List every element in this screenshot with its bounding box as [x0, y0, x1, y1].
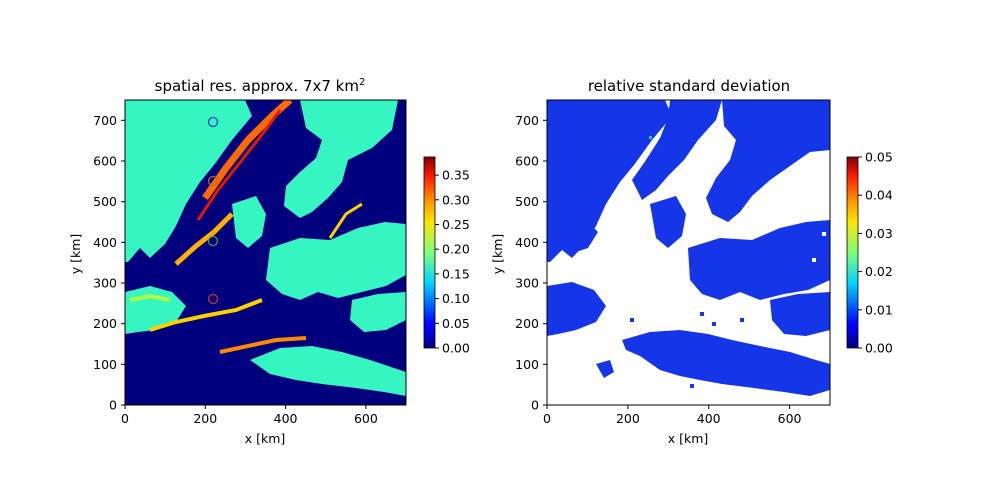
left-field-upper-left — [125, 100, 252, 262]
right-y-tick-label: 100 — [515, 357, 539, 372]
right-colorbar-tick-label: 0.00 — [865, 341, 893, 356]
right-field-mid-left — [558, 218, 598, 254]
right-field-mid-strip — [650, 196, 686, 248]
left-colorbar-tick-label: 0.05 — [442, 316, 470, 331]
left-marker-1 — [207, 116, 219, 128]
right-x-axis-label: x [km] — [668, 431, 709, 446]
left-colorbar-tick-label: 0.10 — [442, 291, 470, 306]
right-colorbar-tick-label: 0.02 — [865, 264, 893, 279]
left-y-tick-label: 500 — [93, 194, 117, 209]
left-x-axis: 0 200 400 600 x [km] — [121, 405, 378, 446]
right-y-tick-label: 500 — [515, 194, 539, 209]
left-ridge-lower — [149, 298, 263, 332]
left-ridge-yellow — [174, 212, 234, 266]
right-outlier-speck — [649, 136, 652, 139]
left-y-tick-label: 0 — [109, 398, 117, 413]
left-plot-title: spatial res. approx. 7x7 km2 — [155, 77, 366, 95]
right-plot-title: relative standard deviation — [588, 77, 790, 95]
right-x-tick-label: 0 — [543, 411, 551, 426]
left-y-tick-label: 400 — [93, 235, 117, 250]
left-ridge-red — [196, 109, 282, 221]
right-y-tick-label: 200 — [515, 316, 539, 331]
right-field-upper-right — [706, 100, 830, 222]
left-y-tick-label: 100 — [93, 357, 117, 372]
left-colorbar-tick-label: 0.00 — [442, 341, 470, 356]
left-heatmap — [124, 99, 407, 406]
left-marker-3 — [207, 235, 219, 247]
right-field-right-lower — [770, 292, 830, 336]
right-field-bottom-middle — [622, 330, 830, 396]
right-colorbar-tick-label: 0.05 — [865, 150, 893, 165]
left-y-tick-label: 600 — [93, 154, 117, 169]
right-heatmap — [546, 99, 831, 406]
left-field-right-middle — [266, 222, 406, 300]
right-y-tick-label: 400 — [515, 235, 539, 250]
right-x-axis: 0 200 400 600 x [km] — [543, 405, 802, 446]
right-colorbar: 0.00 0.01 0.02 0.03 0.04 0.05 — [846, 150, 893, 356]
left-colorbar: 0.00 0.05 0.10 0.15 0.20 0.25 0.30 0.35 — [423, 156, 470, 356]
right-colorbar-tick-label: 0.03 — [865, 226, 893, 241]
left-field-bottom-right — [250, 346, 406, 396]
right-x-tick-label: 200 — [616, 411, 640, 426]
left-ridge-right — [328, 202, 363, 239]
left-marker-4 — [207, 293, 219, 305]
left-field-right-lower — [350, 292, 406, 332]
right-colorbar-tick-label: 0.01 — [865, 302, 893, 317]
right-field-right-middle — [688, 220, 830, 300]
left-y-tick-label: 700 — [93, 113, 117, 128]
left-colorbar-tick-label: 0.30 — [442, 192, 470, 207]
left-marker-2 — [207, 175, 219, 187]
left-x-tick-label: 600 — [354, 411, 378, 426]
right-axes-frame — [546, 99, 831, 406]
left-y-axis-label: y [km] — [68, 234, 83, 275]
right-y-tick-label: 0 — [531, 398, 539, 413]
left-colorbar-tick-label: 0.15 — [442, 266, 470, 281]
left-y-axis: 0 100 200 300 400 500 600 700 y [km] — [68, 113, 125, 413]
right-field-upper-middle — [632, 100, 722, 200]
right-y-axis: 0 100 200 300 400 500 600 700 y [km] — [490, 113, 547, 413]
left-colorbar-tick-label: 0.20 — [442, 242, 470, 257]
right-colorbar-gradient — [846, 156, 859, 349]
left-field-mid-strip — [232, 196, 266, 248]
right-colorbar-tick-label: 0.04 — [865, 188, 893, 203]
right-x-tick-label: 600 — [778, 411, 802, 426]
right-field-left-low — [547, 282, 606, 336]
right-y-tick-label: 700 — [515, 113, 539, 128]
left-x-axis-label: x [km] — [245, 431, 286, 446]
right-y-axis-label: y [km] — [490, 234, 505, 275]
left-x-tick-label: 200 — [193, 411, 217, 426]
left-ridge-bottom — [219, 336, 307, 354]
left-x-tick-label: 400 — [274, 411, 298, 426]
left-colorbar-tick-label: 0.35 — [442, 168, 470, 183]
left-axes-frame — [124, 99, 407, 406]
right-y-tick-label: 600 — [515, 154, 539, 169]
right-y-tick-label: 300 — [515, 276, 539, 291]
left-y-tick-label: 200 — [93, 316, 117, 331]
right-field-bottom-left — [596, 360, 614, 378]
left-ridge-green — [129, 293, 171, 302]
left-colorbar-gradient — [423, 156, 436, 349]
left-y-tick-label: 300 — [93, 276, 117, 291]
left-field-upper-right — [284, 100, 398, 218]
left-x-tick-label: 0 — [121, 411, 129, 426]
left-colorbar-tick-label: 0.25 — [442, 217, 470, 232]
right-x-tick-label: 400 — [697, 411, 721, 426]
